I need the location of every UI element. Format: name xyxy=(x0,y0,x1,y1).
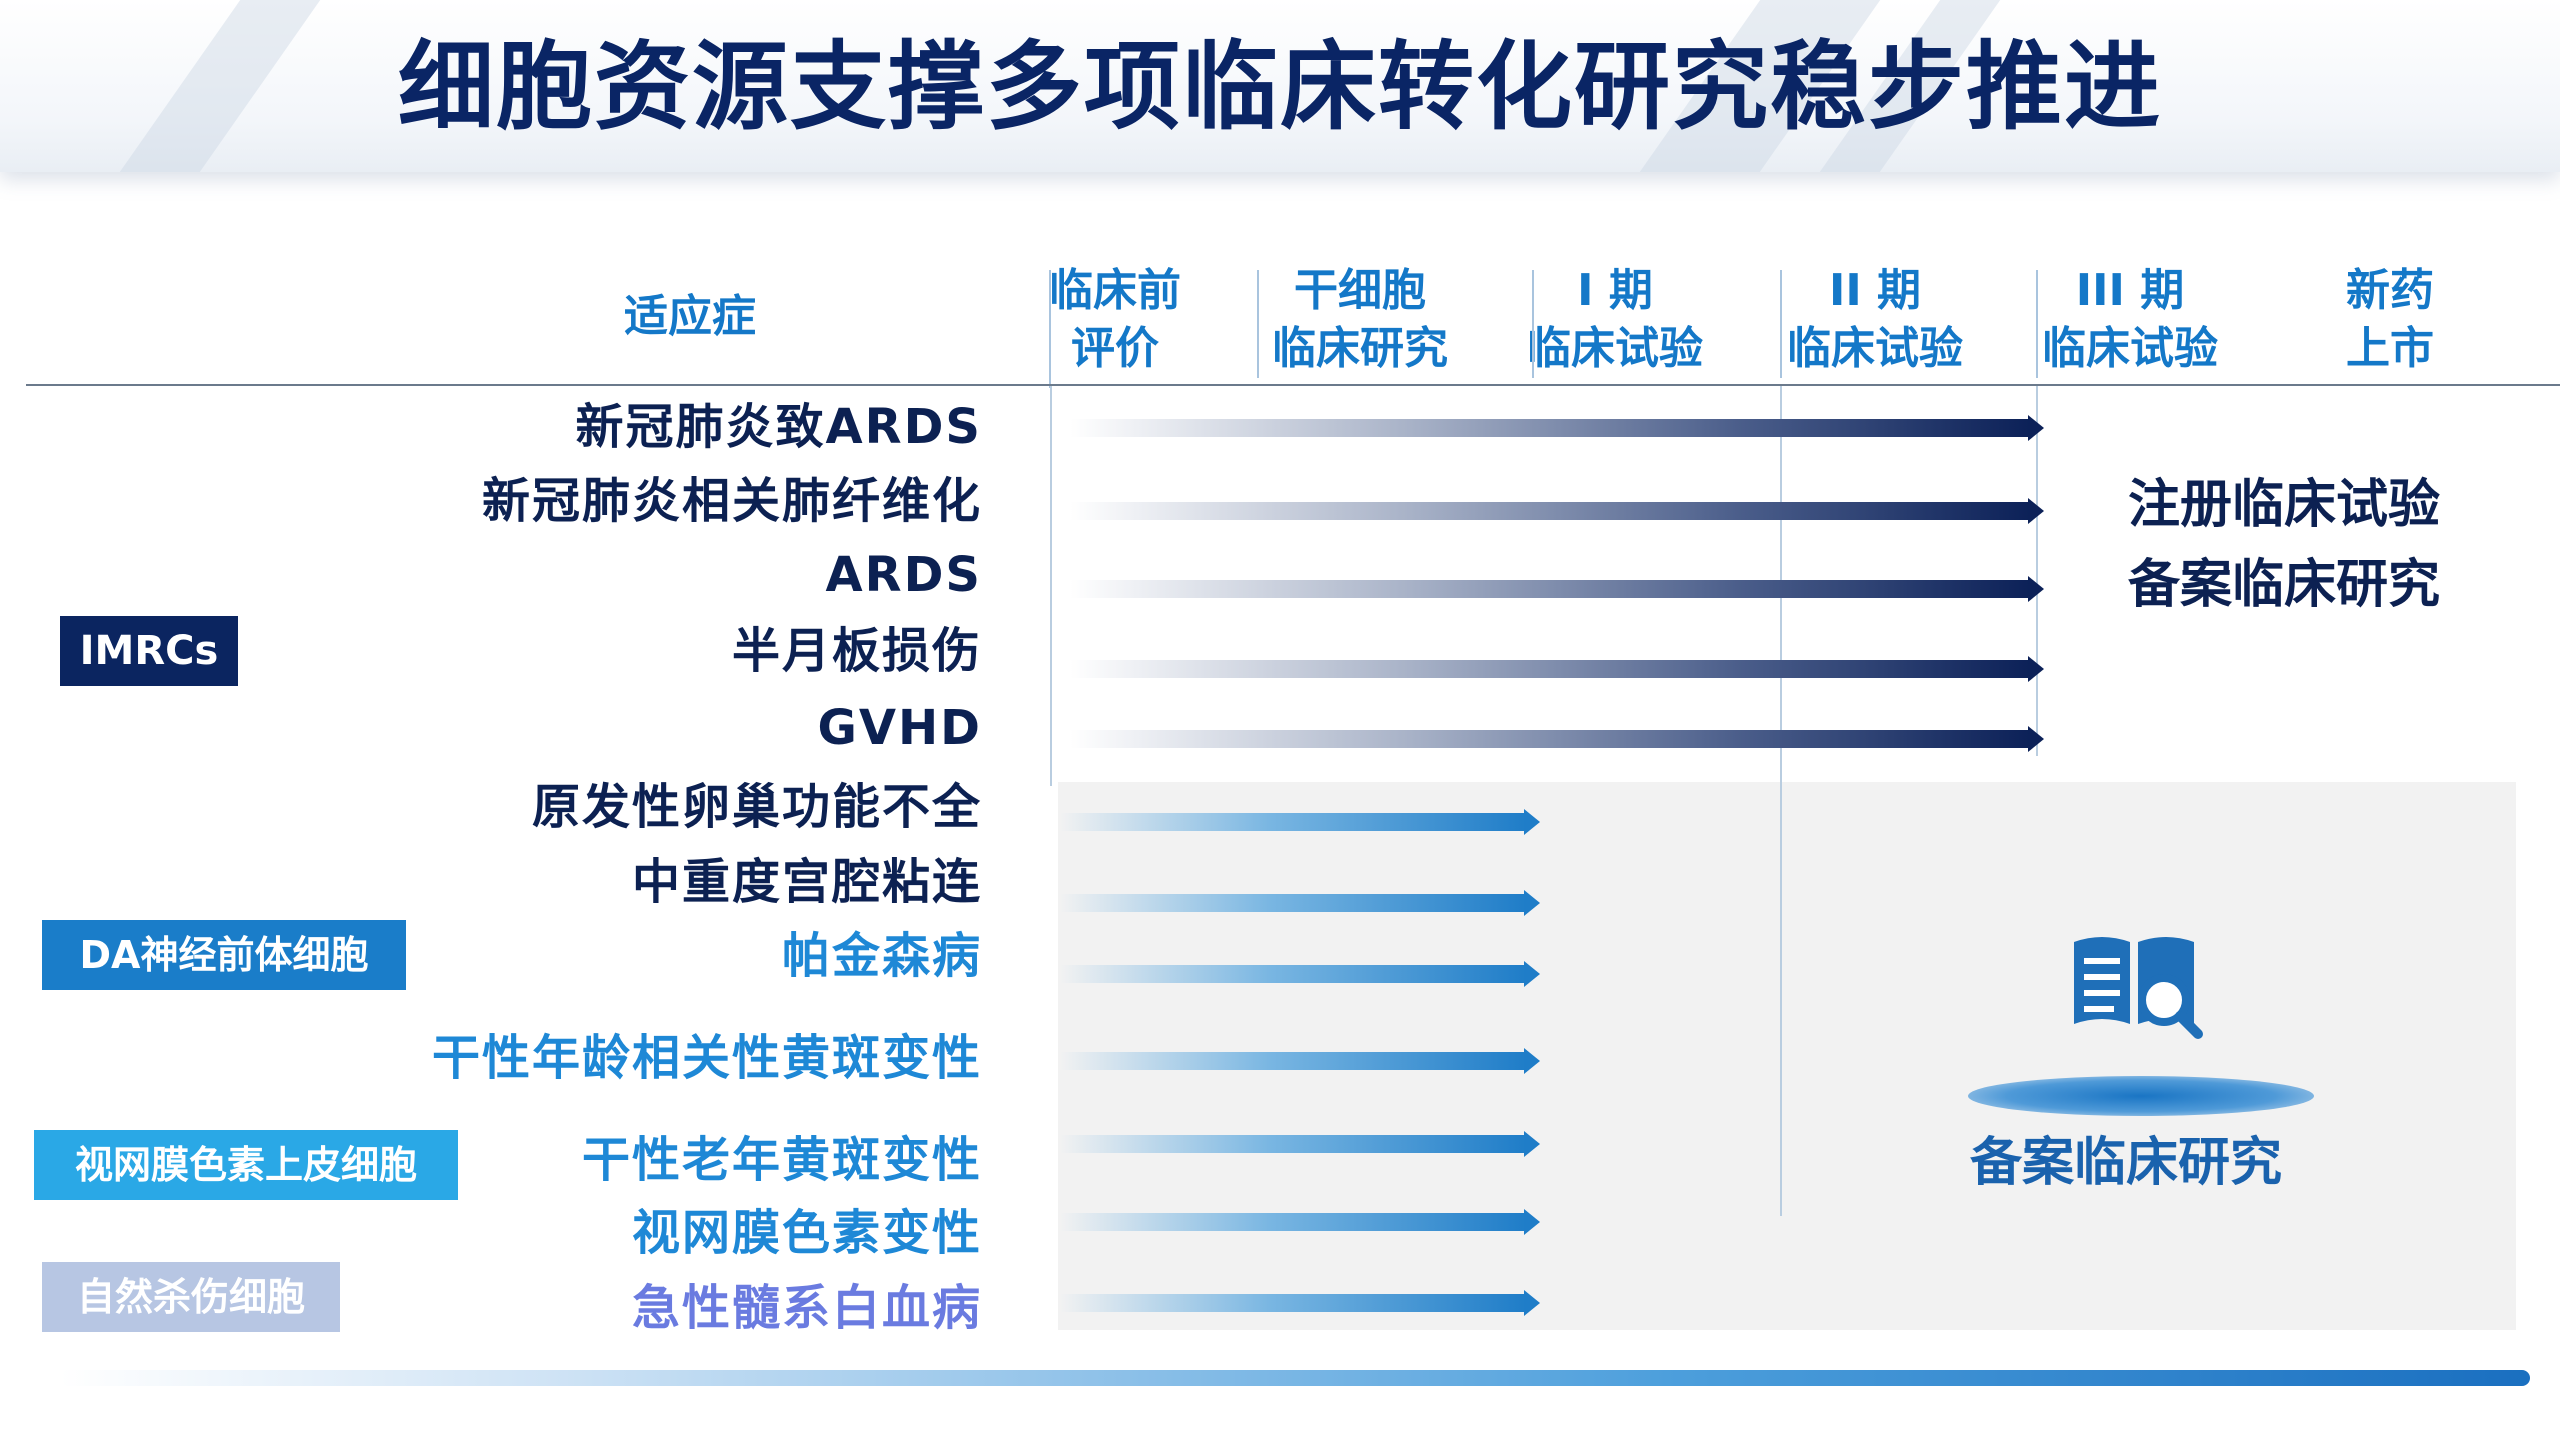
grid-line-preclinical xyxy=(1050,386,1052,786)
stage-divider xyxy=(1532,270,1534,378)
indication-label: 急性髓系白血病 xyxy=(631,1280,982,1336)
progress-bar xyxy=(1060,890,1540,916)
book-search-icon xyxy=(2066,928,2206,1048)
grid-line-phase2 xyxy=(1780,386,1782,1216)
arrow-head xyxy=(2028,726,2044,752)
stage-divider xyxy=(1257,270,1259,378)
progress-bar xyxy=(1060,1048,1540,1074)
stage-divider xyxy=(1049,270,1051,388)
arrow-head xyxy=(1524,809,1540,835)
filed-study-label: 备案临床研究 xyxy=(1970,1133,2283,1193)
category-tag-rpe: 视网膜色素上皮细胞 xyxy=(34,1130,458,1200)
indication-label: 干性年龄相关性黄斑变性 xyxy=(431,1030,982,1086)
filed-study-note: 备案临床研究 xyxy=(2128,555,2441,615)
stage-header-market: 新药 上市 xyxy=(2346,265,2434,374)
progress-bar xyxy=(1060,1209,1540,1235)
arrow-head xyxy=(1524,1209,1540,1235)
indication-label: 半月板损伤 xyxy=(731,623,982,679)
grid-line-phase3 xyxy=(2036,386,2038,756)
stage-header-stemcell-study: 干细胞 临床研究 xyxy=(1272,265,1448,374)
progress-bar xyxy=(1070,415,2044,441)
category-tag-da-neural: DA神经前体细胞 xyxy=(42,920,406,990)
arrow-head xyxy=(2028,656,2044,682)
progress-bar xyxy=(1070,576,2044,602)
page-title: 细胞资源支撑多项临床转化研究稳步推进 xyxy=(398,31,2162,143)
arrow-head xyxy=(2028,576,2044,602)
progress-bar xyxy=(1070,726,2044,752)
indication-label: 原发性卵巢功能不全 xyxy=(531,779,982,835)
header-rule xyxy=(26,384,2560,386)
icon-platform xyxy=(1968,1076,2314,1116)
indication-label: ARDS xyxy=(825,547,982,603)
category-tag-nk: 自然杀伤细胞 xyxy=(42,1262,340,1332)
arrow-head xyxy=(2028,415,2044,441)
category-tag-imrcs: IMRCs xyxy=(60,616,238,686)
indication-label: 视网膜色素变性 xyxy=(631,1205,982,1261)
indication-column-header: 适应症 xyxy=(624,291,756,342)
arrow-head xyxy=(1524,1131,1540,1157)
stage-divider xyxy=(1780,270,1782,378)
arrow-head xyxy=(1524,1048,1540,1074)
indication-label: 中重度宫腔粘连 xyxy=(631,854,982,910)
progress-bar xyxy=(1060,1131,1540,1157)
stage-header-phase3: III 期临床试验 xyxy=(2042,265,2218,374)
progress-bar xyxy=(1060,809,1540,835)
arrow-head xyxy=(1524,890,1540,916)
indication-label: 帕金森病 xyxy=(781,928,982,984)
indication-label: 新冠肺炎相关肺纤维化 xyxy=(481,473,982,529)
progress-bar xyxy=(1070,656,2044,682)
indication-label: 新冠肺炎致ARDS xyxy=(575,399,982,455)
stage-header-preclinical: 临床前 评价 xyxy=(1049,265,1181,374)
stage-header-phase2: II 期临床试验 xyxy=(1787,265,1963,374)
stage-divider xyxy=(2036,270,2038,378)
header-band xyxy=(0,0,2560,172)
progress-bar xyxy=(1060,1290,1540,1316)
arrow-head xyxy=(2028,498,2044,524)
footer-bar xyxy=(60,1370,2530,1386)
arrow-head xyxy=(1524,1290,1540,1316)
indication-label: GVHD xyxy=(817,700,982,756)
progress-bar xyxy=(1070,498,2044,524)
progress-bar xyxy=(1060,961,1540,987)
arrow-head xyxy=(1524,961,1540,987)
registered-trial-note: 注册临床试验 xyxy=(2128,475,2441,535)
indication-label: 干性老年黄斑变性 xyxy=(581,1132,982,1188)
stage-header-phase1: I 期临床试验 xyxy=(1527,265,1703,374)
